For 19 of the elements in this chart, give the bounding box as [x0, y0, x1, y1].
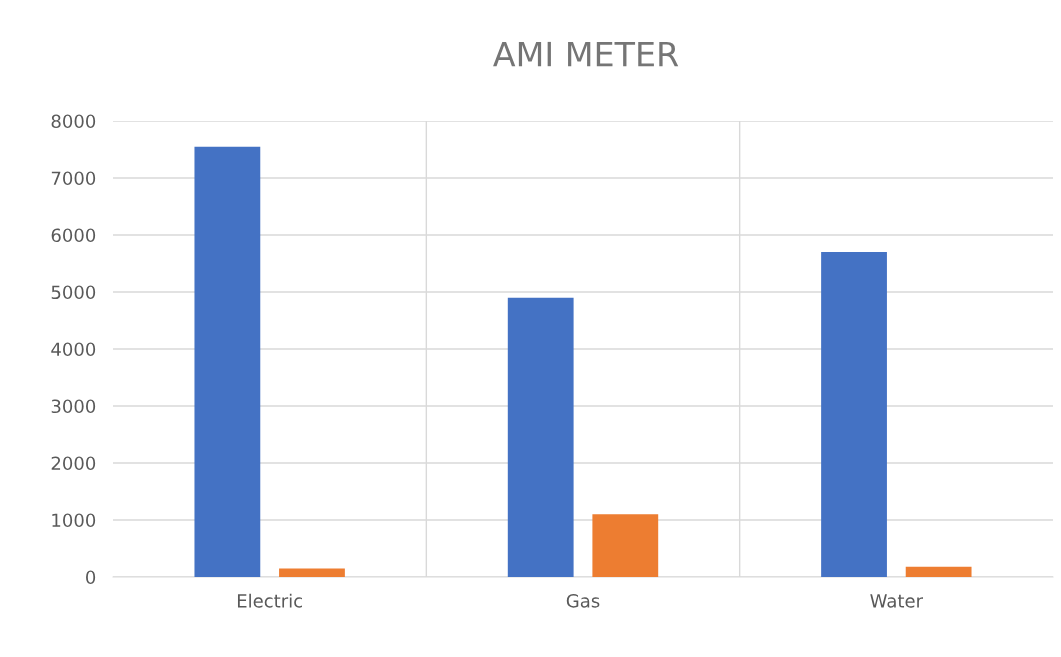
y-tick-label: 4000: [51, 342, 96, 357]
chart-title: AMI METER: [493, 41, 679, 67]
bar: [821, 252, 887, 577]
bar: [279, 568, 345, 577]
x-tick-label: Water: [870, 594, 924, 608]
y-tick-label: 6000: [51, 228, 96, 243]
y-tick-label: 8000: [51, 114, 96, 129]
bar: [905, 566, 972, 577]
bar: [194, 146, 261, 577]
y-tick-label: 7000: [51, 171, 96, 186]
y-tick-label: 2000: [51, 456, 96, 471]
bar: [592, 514, 659, 577]
y-tick-label: 0: [86, 570, 96, 585]
x-tick-label: Electric: [237, 593, 302, 608]
bar: [507, 297, 574, 577]
y-tick-label: 1000: [52, 513, 96, 528]
x-tick-label: Gas: [566, 593, 600, 608]
y-tick-label: 5000: [51, 285, 96, 300]
y-tick-label: 3000: [51, 399, 96, 414]
